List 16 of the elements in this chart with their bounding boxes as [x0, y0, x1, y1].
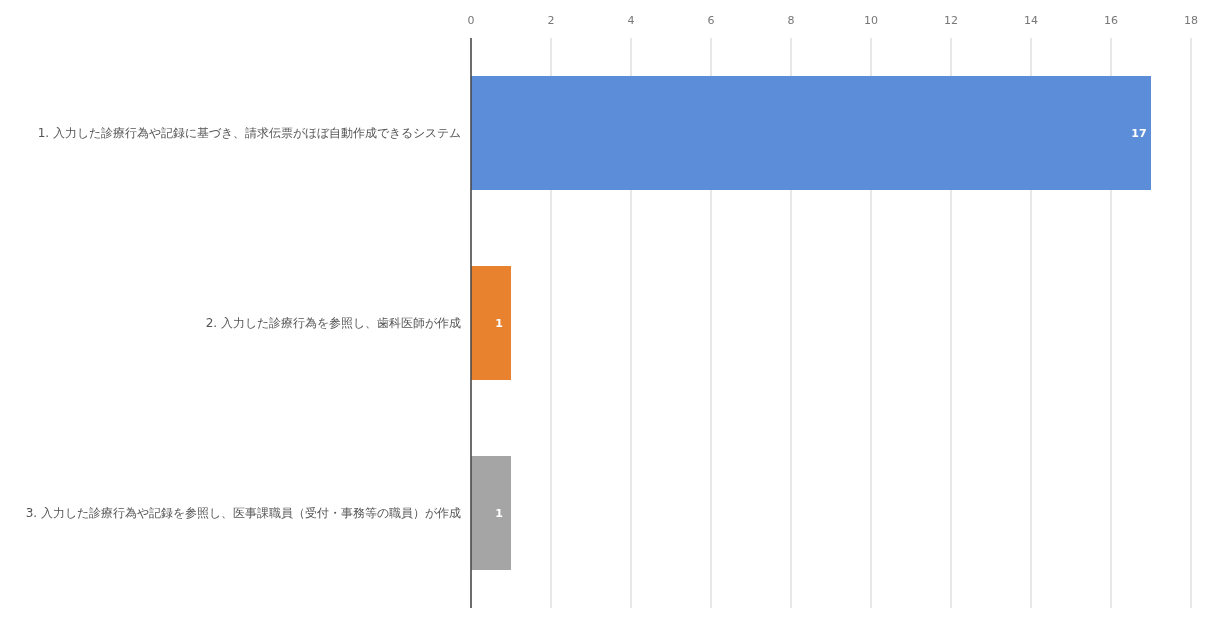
x-tick-label: 6 — [707, 14, 715, 27]
y-tick-label: 1. 入力した診療行為や記録に基づき、請求伝票がほぼ自動作成できるシステム — [37, 126, 461, 140]
x-tick-label: 18 — [1184, 14, 1198, 27]
data-label: 1 — [495, 317, 503, 330]
x-tick-label: 16 — [1104, 14, 1118, 27]
y-tick-label: 2. 入力した診療行為を参照し、歯科医師が作成 — [205, 316, 461, 330]
x-tick-label: 10 — [864, 14, 878, 27]
x-tick-label: 4 — [627, 14, 635, 27]
x-tick-label: 8 — [787, 14, 795, 27]
data-label: 17 — [1131, 127, 1147, 140]
x-tick-label: 2 — [547, 14, 555, 27]
y-tick-label: 3. 入力した診療行為や記録を参照し、医事課職員（受付・事務等の職員）が作成 — [25, 506, 461, 520]
x-tick-label: 12 — [944, 14, 958, 27]
x-tick-label: 14 — [1024, 14, 1038, 27]
data-label: 1 — [495, 507, 503, 520]
x-tick-label: 0 — [467, 14, 475, 27]
